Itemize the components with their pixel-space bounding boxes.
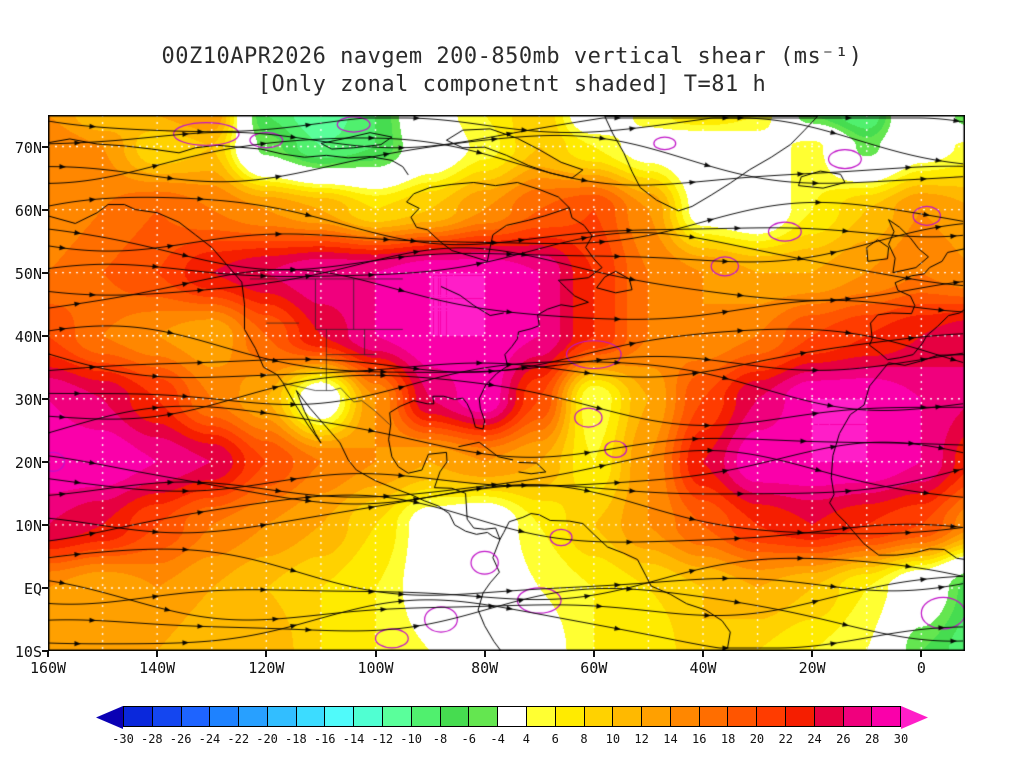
colorbar-tick-label: 10 — [605, 732, 621, 746]
y-axis-tick — [42, 523, 48, 526]
x-axis-tick — [702, 651, 704, 657]
colorbar-tick-label: 24 — [807, 732, 822, 746]
colorbar-tick-label: -30 — [112, 732, 134, 746]
x-axis-label: 0 — [916, 659, 926, 677]
colorbar-bin — [267, 706, 297, 727]
colorbar-tick-label: -10 — [400, 732, 422, 746]
colorbar-bin — [325, 706, 355, 727]
x-axis-label: 20W — [798, 659, 826, 677]
colorbar-tick-label: 12 — [634, 732, 649, 746]
colorbar-bin — [584, 706, 614, 727]
y-axis-label: 30N — [14, 390, 42, 409]
colorbar-tick-label: -20 — [256, 732, 278, 746]
colorbar-tick-label: 4 — [522, 732, 531, 746]
x-axis-label: 140W — [139, 659, 176, 677]
x-axis-tick — [156, 651, 159, 657]
colorbar-bin — [843, 706, 873, 727]
colorbar-tick-label: 8 — [580, 732, 588, 746]
colorbar-bin — [181, 706, 211, 727]
x-axis-tick — [483, 651, 486, 657]
colorbar-tick-label: -22 — [227, 732, 250, 746]
colorbar-tick-label: -4 — [490, 732, 505, 746]
colorbar-bin — [642, 706, 671, 727]
colorbar-bin — [872, 706, 902, 727]
colorbar-bin — [383, 706, 412, 727]
colorbar-bin — [296, 706, 326, 727]
colorbar-bin — [152, 706, 182, 727]
y-axis-tick — [42, 650, 48, 652]
x-axis-label: 40W — [689, 659, 717, 677]
y-axis-label: 10S — [14, 643, 42, 661]
x-axis-label: 80W — [471, 659, 499, 677]
x-axis-tick — [920, 651, 923, 657]
colorbar-tick-label: -18 — [285, 732, 307, 746]
x-axis-label: 60W — [580, 659, 608, 677]
colorbar-bin — [699, 706, 729, 727]
colorbar-bin — [354, 706, 384, 727]
colorbar-bin — [728, 706, 758, 727]
chart-title-line1: 00Z10APR2026 navgem 200-850mb vertical s… — [161, 44, 863, 69]
colorbar-tick-label: 16 — [692, 732, 707, 746]
y-axis-label: EQ — [23, 579, 42, 598]
colorbar-bin — [814, 706, 844, 727]
colorbar-tick-label: 28 — [864, 732, 880, 746]
colorbar-tick-label: -14 — [342, 732, 365, 746]
colorbar-tick-label: -28 — [140, 732, 163, 746]
y-axis-label: 50N — [14, 264, 42, 283]
y-axis-label: 40N — [14, 327, 42, 346]
colorbar-bin — [526, 706, 556, 727]
colorbar-tick-label: 22 — [778, 732, 793, 746]
chart-title-line2: [Only zonal componetnt shaded] T=81 h — [257, 72, 767, 97]
colorbar-bin — [123, 706, 153, 727]
colorbar-bin — [555, 706, 585, 727]
colorbar-left-arrow — [96, 706, 123, 729]
x-axis-tick — [374, 651, 377, 657]
y-axis-tick — [42, 271, 48, 274]
colorbar-tick-label: -8 — [432, 732, 448, 746]
shear-map-canvas — [48, 115, 965, 651]
x-axis-tick — [592, 651, 595, 657]
x-axis-tick — [47, 651, 49, 657]
x-axis-label: 100W — [357, 659, 394, 677]
x-axis-label: 120W — [248, 659, 285, 677]
colorbar-bin — [670, 706, 700, 727]
colorbar-bin — [239, 706, 268, 727]
colorbar-tick-label: -26 — [169, 732, 192, 746]
colorbar-tick-label: 20 — [749, 732, 765, 746]
x-axis-tick — [265, 651, 268, 657]
y-axis-label: 20N — [14, 453, 42, 472]
y-axis-tick — [42, 334, 48, 337]
y-axis-label: 70N — [14, 138, 42, 157]
y-axis-label: 60N — [14, 201, 42, 220]
colorbar-tick-label: 18 — [720, 732, 736, 746]
colorbar-tick-label: -16 — [313, 732, 336, 746]
colorbar-tick-label: 30 — [893, 732, 909, 746]
y-axis-tick — [42, 145, 48, 148]
colorbar-right-arrow — [901, 706, 928, 729]
y-axis-label: 10N — [14, 516, 42, 535]
colorbar-bin — [411, 706, 441, 727]
colorbar-bin — [757, 706, 786, 727]
y-axis-tick — [42, 208, 48, 211]
colorbar-bin — [210, 706, 240, 727]
y-axis-tick — [42, 397, 48, 400]
colorbar-bins — [123, 706, 902, 727]
colorbar-tick-label: 14 — [663, 732, 678, 746]
colorbar-bin — [469, 706, 499, 727]
colorbar-bin — [498, 706, 527, 727]
y-axis-tick — [42, 460, 48, 463]
colorbar-tick-label: 26 — [836, 732, 851, 746]
colorbar-tick-label: -24 — [198, 732, 221, 746]
colorbar-tick-label: -12 — [371, 732, 394, 746]
x-axis-tick — [811, 651, 814, 657]
colorbar-tick-label: -6 — [461, 732, 476, 746]
colorbar-bin — [785, 706, 815, 727]
y-axis-tick — [42, 586, 48, 589]
colorbar-tick-label: 6 — [551, 732, 559, 746]
colorbar-bin — [613, 706, 643, 727]
colorbar-bin — [440, 706, 470, 727]
x-axis-label: 160W — [29, 659, 67, 677]
